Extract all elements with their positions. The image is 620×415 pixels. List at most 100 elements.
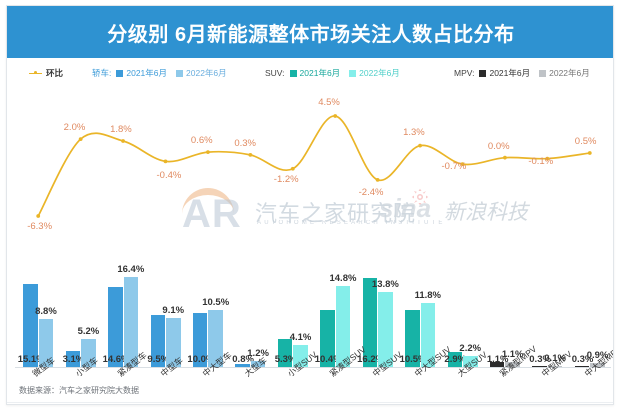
- bar[interactable]: [23, 284, 38, 368]
- trend-line-value-label: 0.6%: [190, 135, 213, 147]
- bar[interactable]: [38, 319, 54, 368]
- bar[interactable]: [150, 315, 165, 368]
- legend-swatch-mpv-2022: [539, 69, 547, 77]
- legend-swatch-suv-2021: [289, 69, 297, 77]
- trend-line-value-label: -0.7%: [441, 161, 467, 173]
- bar[interactable]: [81, 339, 96, 368]
- trend-line-point[interactable]: [248, 152, 253, 157]
- bar-layer: 15.1% 8.8% 3.1% 5.2% 14.6% 16.4% 9.5% 9.1% 10.0%…: [7, 88, 613, 368]
- chart-card: 分级别 6月新能源整体市场关注人数占比分布 环比 轿车: 2021年6月 202…: [6, 5, 614, 405]
- footer-divider: [7, 402, 613, 403]
- trend-line-point[interactable]: [36, 214, 41, 218]
- legend-label-suv-2021[interactable]: 2021年6月: [299, 68, 341, 78]
- bar[interactable]: [293, 345, 308, 368]
- trend-line-point[interactable]: [290, 166, 295, 171]
- bar-value-label: 10.5%: [202, 296, 230, 308]
- bar[interactable]: [590, 363, 605, 368]
- bar-value-label: 1.1%: [486, 354, 509, 365]
- bar[interactable]: [123, 277, 139, 368]
- bar[interactable]: [320, 310, 335, 368]
- bar-value-label: 1.2%: [247, 348, 269, 360]
- x-axis-line: [15, 367, 611, 368]
- legend-label-suv-2022[interactable]: 2022年6月: [359, 68, 400, 78]
- bar-value-label: 9.5%: [147, 354, 170, 365]
- bar-value-label: 0.1%: [544, 353, 566, 364]
- trend-line-point[interactable]: [333, 114, 338, 118]
- trend-line-point[interactable]: [206, 150, 210, 155]
- trend-line-point[interactable]: [460, 162, 465, 167]
- bar-value-label: 15.1%: [17, 354, 45, 365]
- legend-group-mpv-name: MPV:: [454, 68, 475, 78]
- bar-value-label: 14.8%: [329, 272, 357, 284]
- bar[interactable]: [505, 361, 520, 368]
- bar-value-label: 16.4%: [117, 264, 145, 276]
- bar-value-label: 16.2%: [357, 354, 385, 365]
- bar-value-label: 10.5%: [399, 354, 427, 365]
- bar[interactable]: [208, 309, 223, 368]
- trend-line-svg: [36, 114, 592, 218]
- legend-swatch-mpv-2021: [479, 69, 487, 77]
- legend-label-mpv-2022[interactable]: 2022年6月: [549, 68, 590, 78]
- trend-line-point[interactable]: [587, 151, 592, 155]
- trend-line-point[interactable]: [121, 139, 125, 143]
- bar[interactable]: [420, 302, 436, 368]
- bar[interactable]: [405, 309, 420, 368]
- legend-swatch-sedan-2021: [116, 69, 124, 77]
- bar[interactable]: [335, 285, 351, 368]
- legend-label-sedan-2022[interactable]: 2022年6月: [186, 68, 227, 78]
- trend-line-value-label: -0.4%: [156, 170, 182, 182]
- legend-label-sedan-2021[interactable]: 2021年6月: [126, 68, 168, 78]
- bar[interactable]: [65, 350, 81, 368]
- bar-value-label: 2.9%: [444, 354, 467, 365]
- plot-area: AR 汽车之家研究院 AUTOHOME RESEARCH INSTITUTE s…: [7, 88, 613, 368]
- page-title: 分级别 6月新能源整体市场关注人数占比分布: [107, 23, 515, 46]
- trend-line-value-label: 1.8%: [110, 124, 132, 135]
- trend-line-point[interactable]: [375, 177, 380, 182]
- legend-group-suv: SUV: 2021年6月 2022年6月: [265, 67, 409, 79]
- legend-swatch-sedan-2022: [176, 69, 184, 77]
- trend-line-point[interactable]: [163, 159, 168, 164]
- bar-value-label: 11.8%: [414, 289, 442, 301]
- bar[interactable]: [463, 355, 478, 368]
- bar-value-label: 5.3%: [274, 354, 297, 365]
- bar-value-label: 0.3%: [529, 354, 551, 365]
- chart-title-bar: 分级别 6月新能源整体市场关注人数占比分布: [7, 6, 613, 58]
- legend-label-mpv-2021[interactable]: 2021年6月: [489, 68, 531, 78]
- line-layer: -6.3% 2.0% 1.8% -0.4% 0.6% 0.3% -1.2% 4.5% -2.4%…: [7, 88, 613, 368]
- bar-value-label: 0.9%: [586, 350, 609, 362]
- trend-line-point[interactable]: [418, 143, 422, 148]
- source-note: 数据来源：汽车之家研究院大数据: [19, 386, 139, 395]
- line-marker-icon: [29, 69, 42, 77]
- bar[interactable]: [362, 278, 378, 368]
- bar[interactable]: [378, 291, 393, 368]
- trend-line-point[interactable]: [503, 155, 507, 160]
- chart-legend: 环比 轿车: 2021年6月 2022年6月 SUV: 2021年6月 2022…: [7, 58, 613, 88]
- trend-line-value-label: -1.2%: [273, 173, 299, 185]
- trend-line-value-label: 0.5%: [574, 136, 597, 148]
- bar[interactable]: [277, 338, 293, 368]
- trend-line-value-label: -6.3%: [27, 221, 53, 232]
- bar[interactable]: [489, 361, 505, 368]
- legend-line-label: 环比: [46, 68, 64, 78]
- trend-line-point[interactable]: [78, 137, 83, 142]
- bar-value-label: 10.0%: [187, 354, 215, 365]
- bar-value-label: 4.1%: [289, 332, 312, 344]
- bar[interactable]: [108, 287, 123, 368]
- bar-value-label: 5.2%: [77, 326, 100, 338]
- trend-line-point[interactable]: [545, 156, 550, 161]
- bar[interactable]: [447, 351, 462, 368]
- bar[interactable]: [192, 312, 208, 368]
- legend-item-line[interactable]: 环比: [29, 67, 72, 79]
- legend-group-sedan: 轿车: 2021年6月 2022年6月: [92, 67, 236, 79]
- trend-line-value-label: 2.0%: [63, 122, 86, 134]
- trend-line-value-label: 0.3%: [234, 137, 256, 149]
- bar-value-label: 1.1%: [501, 348, 524, 360]
- trend-line-value-label: -0.1%: [528, 155, 554, 167]
- bar[interactable]: [235, 363, 250, 368]
- bar-value-label: 10.4%: [314, 354, 342, 365]
- bar[interactable]: [166, 317, 181, 368]
- bar[interactable]: [250, 361, 266, 368]
- legend-group-sedan-name: 轿车:: [92, 68, 112, 78]
- bar-value-label: 0.8%: [232, 354, 254, 365]
- x-axis-labels: 微型车 小型车 紧凑型车 中型车 中大型车 大型车 小型SUV 紧凑型SUV 中型SUV 中大型S…: [7, 344, 613, 402]
